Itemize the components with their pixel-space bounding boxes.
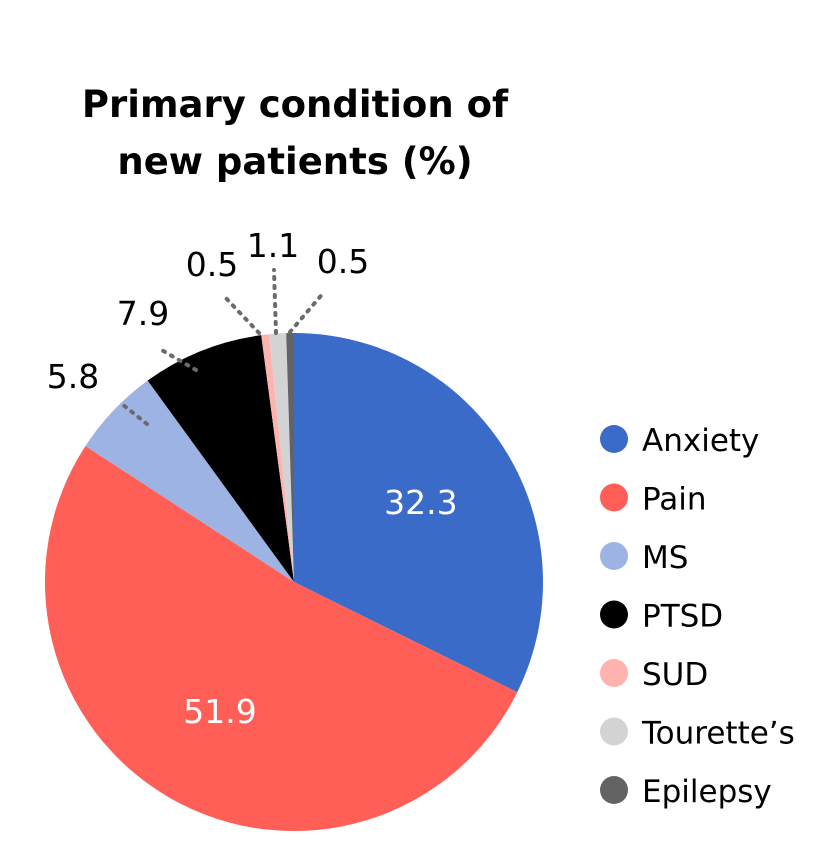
legend-label-pain: Pain xyxy=(642,482,707,518)
legend-swatch-anxiety xyxy=(600,425,628,453)
legend-item-anxiety: Anxiety xyxy=(600,423,759,459)
data-label-pain: 51.9 xyxy=(183,692,256,731)
legend-label-ptsd: PTSD xyxy=(642,599,723,635)
legend-item-epilepsy: Epilepsy xyxy=(600,774,772,810)
data-label-ptsd: 7.9 xyxy=(117,294,169,333)
legend-label-epilepsy: Epilepsy xyxy=(642,774,772,810)
data-label-sud: 0.5 xyxy=(186,245,238,284)
data-labels: 32.351.95.87.90.5 1.1 0.5 xyxy=(47,226,458,731)
data-label-ms: 5.8 xyxy=(47,357,99,396)
leader-line-tourette-s xyxy=(272,268,278,335)
legend-item-ptsd: PTSD xyxy=(600,599,723,635)
legend-item-ms: MS xyxy=(600,540,688,576)
data-label-anxiety: 32.3 xyxy=(384,483,457,522)
data-label-tourette-s: 1.1 xyxy=(247,226,299,265)
leader-line-epilepsy xyxy=(288,289,327,334)
pie-slice-tourette-s xyxy=(269,333,294,582)
pie-slice-pain xyxy=(44,445,518,832)
legend-swatch-ptsd xyxy=(600,600,628,629)
pie-slice-ptsd xyxy=(147,335,294,582)
legend-label-sud: SUD xyxy=(642,657,708,693)
legend-item-tourette-s: Tourette’s xyxy=(600,716,795,752)
data-label-epilepsy: 0.5 xyxy=(317,242,369,281)
legend-swatch-pain xyxy=(600,483,628,512)
legend-swatch-sud xyxy=(600,659,628,687)
legend-item-sud: SUD xyxy=(600,657,708,693)
leader-line-ms xyxy=(120,402,149,426)
chart-title-line-1: Primary condition of xyxy=(82,83,509,126)
legend: Anxiety Pain MS PTSD SUD Tourette’s Epilepsy xyxy=(600,423,795,810)
leader-line-sud xyxy=(221,293,261,335)
legend-label-tourette-s: Tourette’s xyxy=(641,716,795,752)
pie-slices xyxy=(44,333,543,832)
pie-slice-sud xyxy=(261,334,294,582)
legend-label-anxiety: Anxiety xyxy=(642,423,759,459)
chart-title-line-2: new patients (%) xyxy=(117,140,472,183)
pie-slice-anxiety xyxy=(294,333,543,693)
leader-line-ptsd xyxy=(158,347,198,372)
chart-title: Primary condition of new patients (%) xyxy=(82,83,509,183)
pie-slice-epilepsy xyxy=(286,333,294,582)
legend-swatch-ms xyxy=(600,542,628,570)
legend-label-ms: MS xyxy=(642,540,688,576)
legend-swatch-tourette-s xyxy=(600,717,628,746)
pie-slice-ms xyxy=(85,380,295,582)
legend-item-pain: Pain xyxy=(600,482,707,518)
leader-lines xyxy=(120,268,327,426)
legend-swatch-epilepsy xyxy=(600,776,628,804)
